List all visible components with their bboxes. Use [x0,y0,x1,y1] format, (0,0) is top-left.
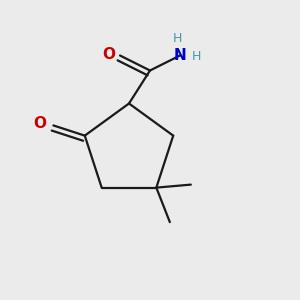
Text: O: O [103,47,116,62]
Text: H: H [192,50,201,64]
Text: H: H [172,32,182,46]
Text: O: O [33,116,46,131]
Text: N: N [174,48,186,63]
